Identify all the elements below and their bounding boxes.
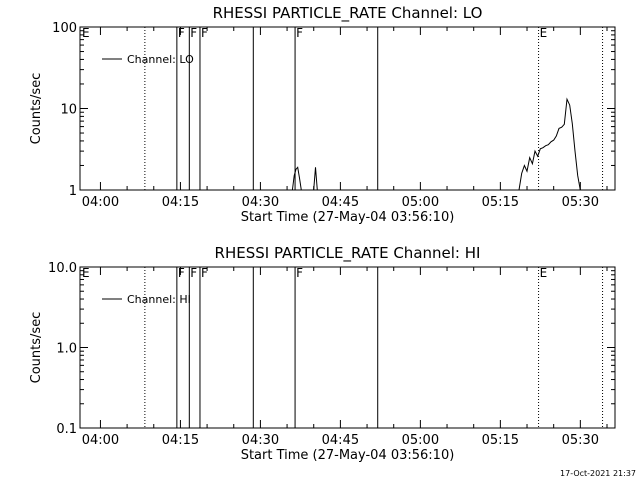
marker-label: F: [190, 26, 197, 40]
plot-frame: [79, 26, 616, 191]
x-tick-label: 05:15: [482, 195, 519, 210]
x-tick-label: 05:00: [402, 195, 439, 210]
series-line: [291, 166, 302, 191]
marker-label: E: [540, 266, 548, 280]
x-tick-label: 05:30: [562, 433, 599, 448]
marker-label: F: [296, 266, 303, 280]
series-line: [518, 97, 581, 191]
x-tick-label: 04:00: [82, 433, 119, 448]
marker-label: F: [178, 26, 185, 40]
y-tick-label: 1: [69, 184, 77, 199]
x-tick-label: 05:30: [562, 195, 599, 210]
x-tick-label: 04:45: [322, 433, 359, 448]
x-tick-label: 04:00: [82, 195, 119, 210]
plot-frame: [79, 266, 616, 429]
marker-label: F: [178, 266, 185, 280]
x-tick-label: 04:45: [322, 195, 359, 210]
chart-title: RHESSI PARTICLE_RATE Channel: LO: [213, 4, 483, 23]
x-tick-label: 04:30: [242, 433, 279, 448]
y-tick-label: 10: [60, 103, 77, 118]
y-tick-label: 10.0: [48, 261, 77, 276]
marker-label: F: [190, 266, 197, 280]
x-tick-label: 04:15: [162, 433, 199, 448]
y-axis-label: Counts/sec: [29, 73, 44, 145]
y-tick-label: 100: [52, 21, 77, 36]
x-tick-label: 05:00: [402, 433, 439, 448]
x-axis-label: Start Time (27-May-04 03:56:10): [241, 210, 455, 225]
marker-label: F: [201, 26, 208, 40]
timestamp-label: 17-Oct-2021 21:37: [560, 469, 636, 478]
x-tick-label: 04:15: [162, 195, 199, 210]
legend-entry: Channel: LO: [127, 53, 194, 66]
x-axis-label: Start Time (27-May-04 03:56:10): [241, 448, 455, 463]
y-tick-label: 1.0: [56, 342, 77, 357]
corner-label: E: [82, 266, 90, 280]
x-tick-label: 04:30: [242, 195, 279, 210]
y-tick-label: 0.1: [56, 422, 77, 437]
chart-title: RHESSI PARTICLE_RATE Channel: HI: [215, 244, 481, 263]
corner-label: E: [82, 26, 90, 40]
y-axis-label: Counts/sec: [29, 312, 44, 384]
marker-label: F: [296, 26, 303, 40]
marker-label: E: [540, 26, 548, 40]
legend-entry: Channel: HI: [127, 293, 191, 306]
marker-label: F: [201, 266, 208, 280]
series-line: [313, 167, 318, 191]
x-tick-label: 05:15: [482, 433, 519, 448]
